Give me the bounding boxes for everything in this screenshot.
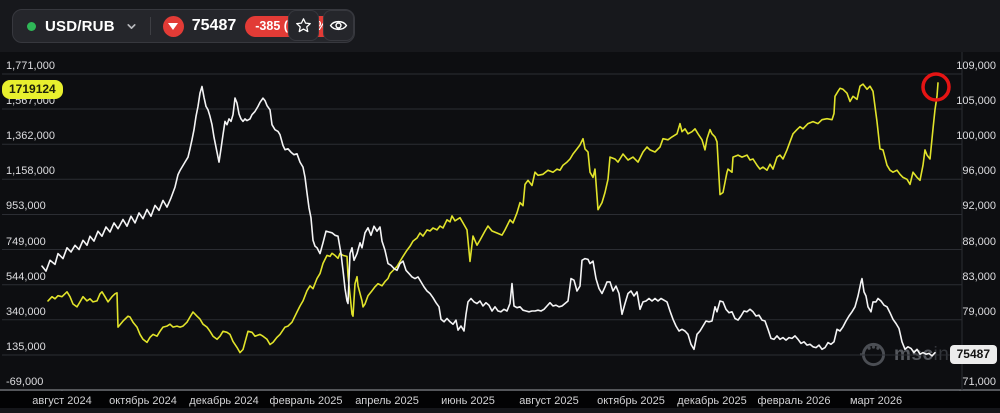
right-axis-tick: 96,000 bbox=[962, 165, 996, 178]
left-axis-tick: 1,567,000 bbox=[6, 95, 55, 108]
right-axis-tick: 109,000 bbox=[956, 60, 996, 72]
divider bbox=[149, 17, 151, 35]
chevron-down-icon[interactable] bbox=[125, 20, 138, 33]
star-icon bbox=[296, 18, 311, 33]
price-falling-icon bbox=[162, 15, 184, 37]
series-comparison-left-axis bbox=[47, 82, 939, 354]
right-axis-tick: 92,000 bbox=[962, 200, 996, 213]
left-axis-tick: 340,000 bbox=[6, 305, 46, 318]
x-axis-label: декабрь 2024 bbox=[189, 395, 259, 407]
x-axis-label: февраль 2025 bbox=[269, 395, 343, 407]
left-axis-tick: 135,000 bbox=[6, 340, 46, 353]
right-axis-tick: 83,000 bbox=[962, 270, 996, 283]
left-axis-tick: 953,000 bbox=[6, 200, 46, 213]
watch-button[interactable] bbox=[323, 10, 354, 41]
left-axis-badge: 1719124 bbox=[2, 80, 63, 99]
eye-icon bbox=[329, 20, 348, 31]
left-axis-tick: 1,771,000 bbox=[6, 60, 55, 72]
watermark-text: mscinsider bbox=[894, 343, 994, 365]
left-axis-tick: 1,158,000 bbox=[6, 165, 55, 178]
top-bar: USD/RUB 75487 -385 (-0.51%) bbox=[0, 0, 1000, 52]
left-axis-tick: 749,000 bbox=[6, 235, 46, 248]
watermark: mscinsider bbox=[860, 341, 993, 368]
last-price: 75487 bbox=[191, 17, 237, 34]
series-usd-rub bbox=[41, 85, 936, 357]
right-axis-tick: 79,000 bbox=[962, 305, 996, 318]
x-axis-label: апрель 2025 bbox=[355, 395, 419, 407]
x-axis-label: февраль 2026 bbox=[757, 395, 831, 407]
x-axis-label: август 2025 bbox=[519, 395, 579, 407]
right-axis-badge: 75487 bbox=[949, 345, 997, 364]
market-open-dot bbox=[27, 21, 36, 31]
left-axis-tick: 544,000 bbox=[6, 270, 46, 283]
x-axis-label: декабрь 2025 bbox=[677, 395, 747, 407]
watermark-logo-icon bbox=[860, 342, 886, 367]
price-chart[interactable]: mscinsider август 2024 октябрь 2024 декабр… bbox=[0, 52, 1000, 413]
x-axis-label: март 2026 bbox=[849, 395, 903, 407]
symbol-label: USD/RUB bbox=[45, 17, 115, 35]
left-axis-tick: 1,362,000 bbox=[6, 130, 55, 143]
x-axis-label: август 2024 bbox=[32, 395, 92, 407]
left-axis-tick: -69,000 bbox=[6, 376, 44, 388]
right-axis-tick: 105,000 bbox=[956, 95, 996, 108]
x-axis-label: июнь 2025 bbox=[441, 395, 495, 407]
bottom-panel-edge bbox=[0, 408, 1000, 413]
highlight-circle-annotation bbox=[921, 72, 951, 102]
right-axis-tick: 71,000 bbox=[962, 376, 996, 388]
x-axis-label: октябрь 2024 bbox=[109, 395, 177, 407]
right-axis-tick: 100,000 bbox=[956, 130, 996, 143]
right-axis-tick: 88,000 bbox=[962, 235, 996, 248]
favorite-button[interactable] bbox=[288, 10, 319, 41]
x-axis-label: октябрь 2025 bbox=[597, 395, 665, 407]
x-axis-strip: август 2024 октябрь 2024 декабрь 2024 февра… bbox=[0, 391, 1000, 413]
